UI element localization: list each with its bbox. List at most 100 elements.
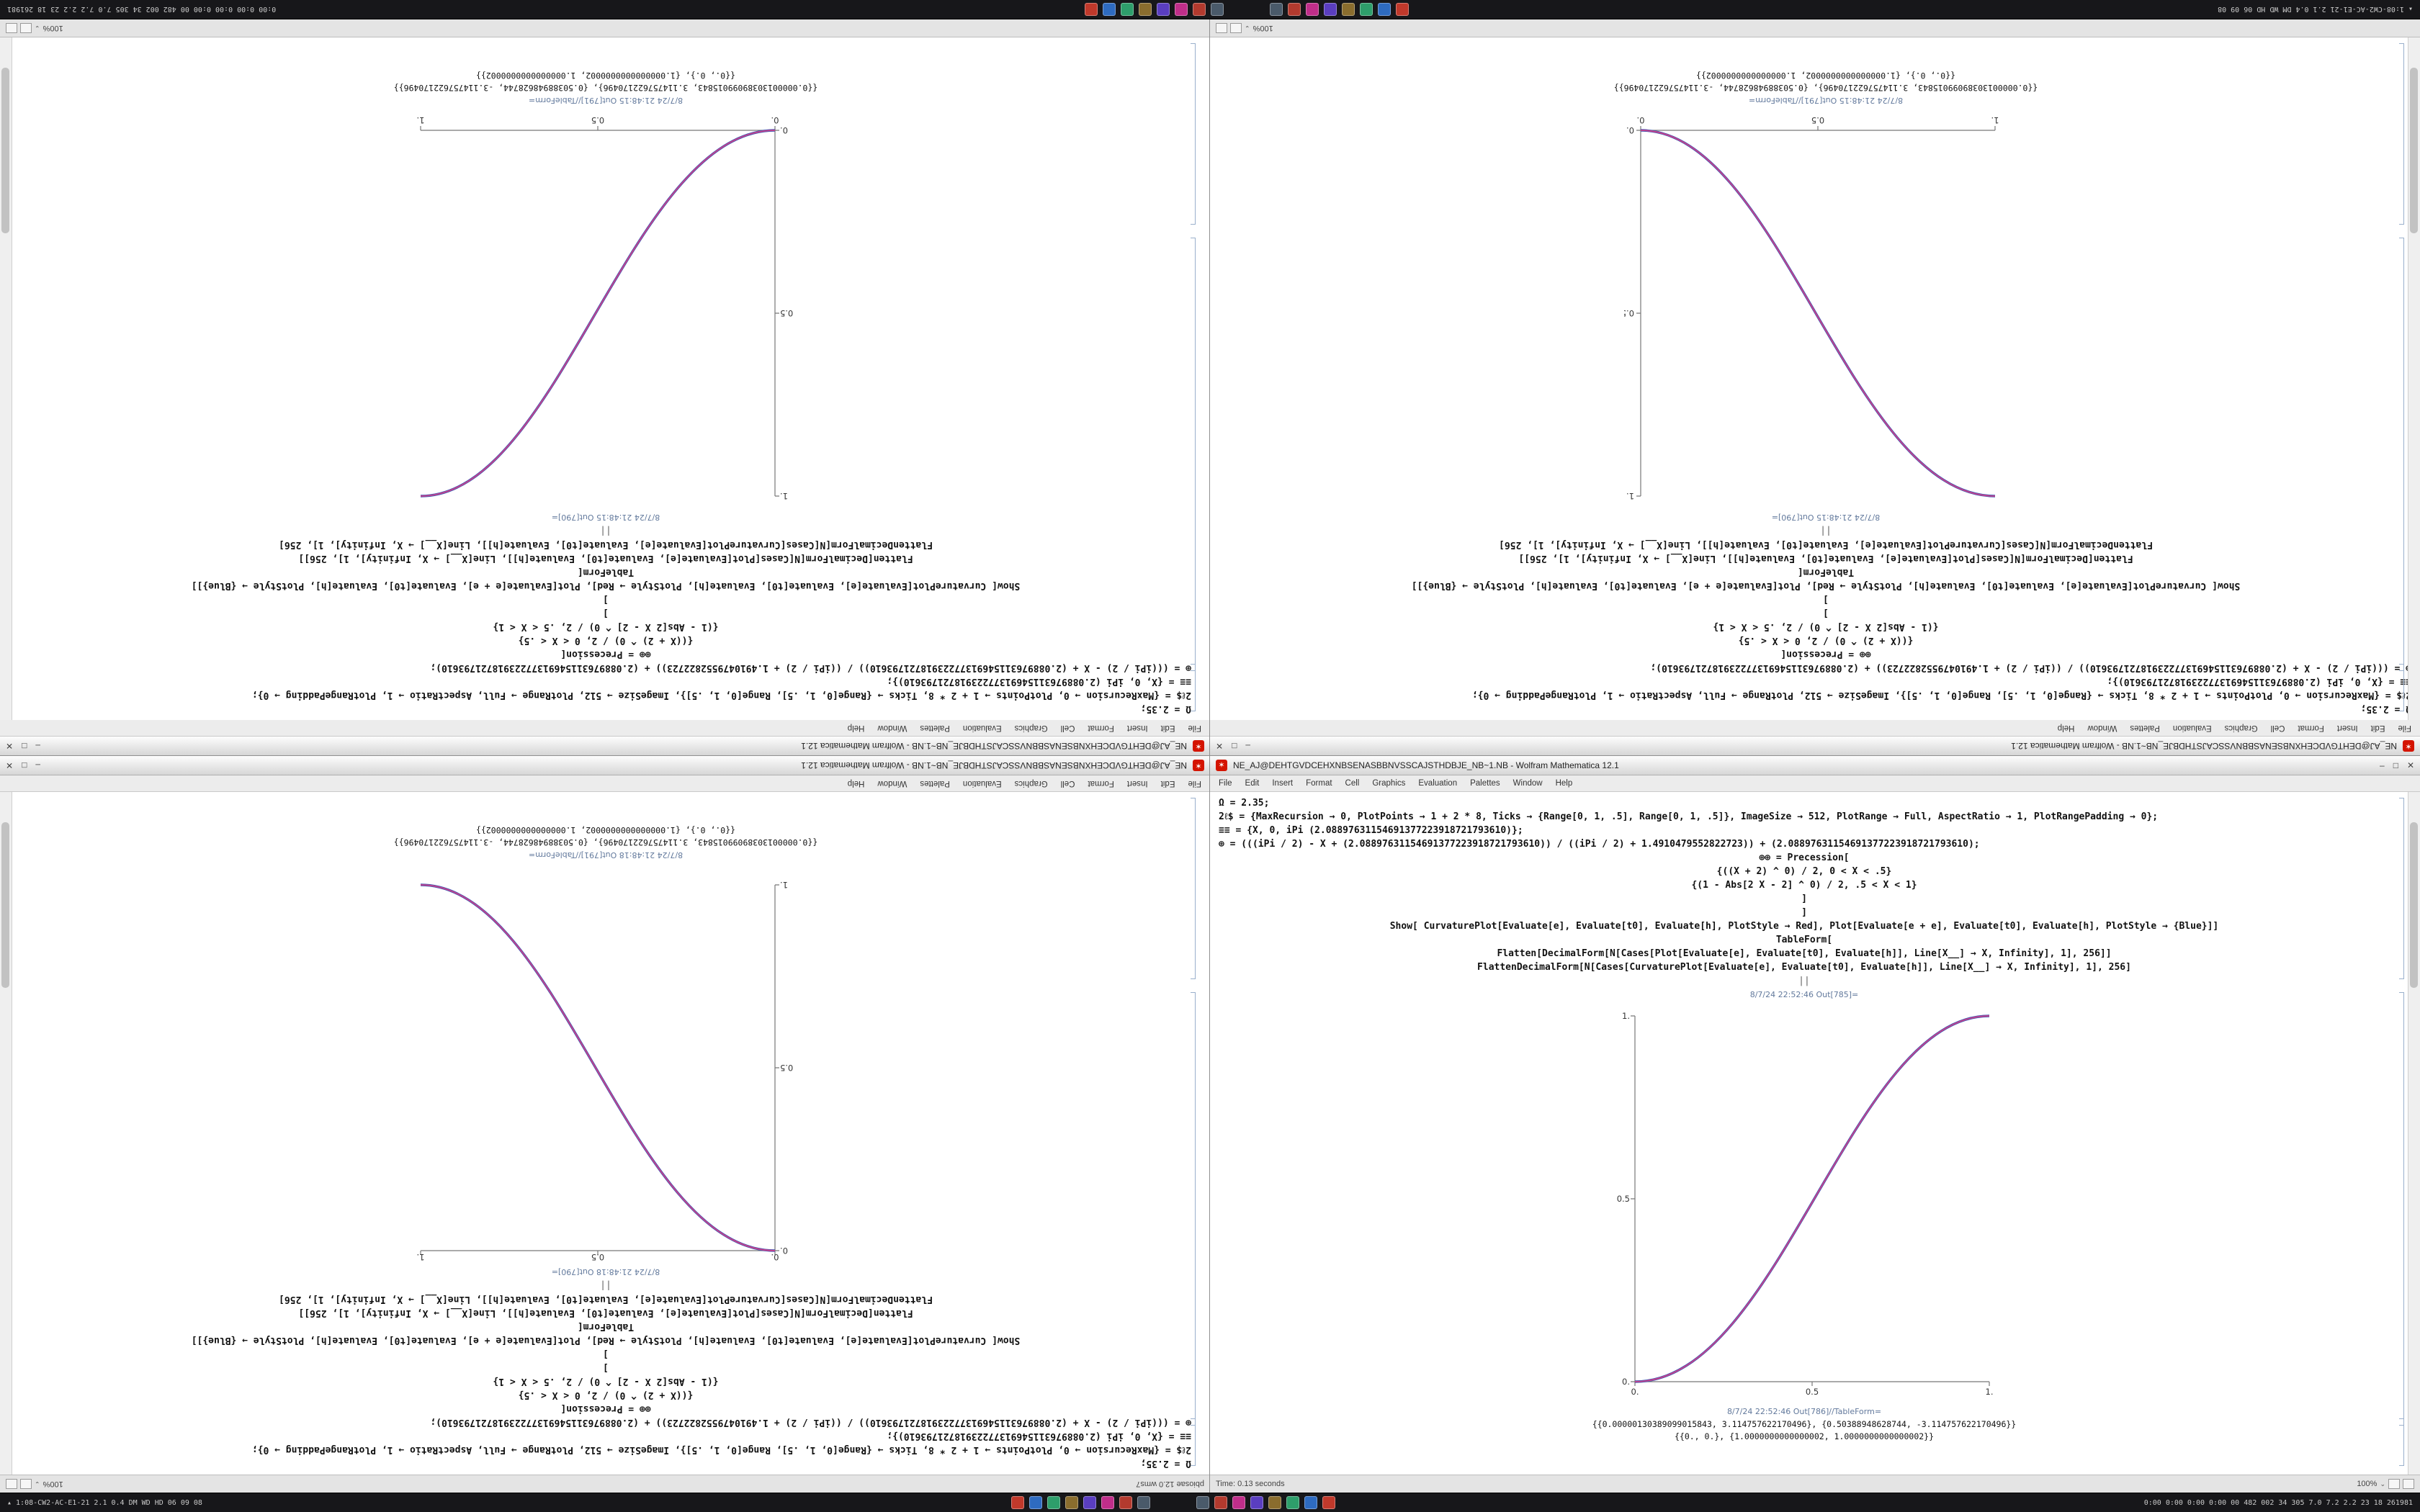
minimize-button[interactable]: –	[35, 760, 40, 770]
menu-item[interactable]: Window	[1512, 779, 1543, 788]
cell-bracket[interactable]	[1191, 992, 1196, 1426]
input-cell-line[interactable]: Flatten[DecimalForm[N[Cases[Plot[Evaluat…	[298, 553, 913, 564]
close-button[interactable]: ✕	[1216, 741, 1224, 751]
cell-bracket[interactable]	[1191, 43, 1196, 225]
taskbar-app-icon[interactable]	[1083, 1496, 1096, 1509]
input-cell-line[interactable]: Show[ CurvaturePlot[Evaluate[e], Evaluat…	[191, 1335, 1021, 1346]
input-cell-line[interactable]: Flatten[DecimalForm[N[Cases[Plot[Evaluat…	[298, 1308, 913, 1318]
input-cell-line[interactable]: ⊕ = (((iPi / 2) - X + (2.088976311546913…	[1650, 662, 2411, 673]
input-cell-line[interactable]: Ω = 2.35;	[1140, 703, 1191, 714]
close-button[interactable]: ✕	[6, 760, 14, 770]
titlebar[interactable]: ✶ NE_AJ@DEHTGVDCEHXNBSENASBBNVSSCAJSTHDB…	[1210, 737, 2420, 756]
menu-item[interactable]: Insert	[2336, 724, 2358, 732]
menu-item[interactable]: Edit	[1160, 724, 1175, 732]
input-cell-line[interactable]: ]	[1801, 894, 1807, 904]
input-cell-line[interactable]: Ω = 2.35;	[1140, 1458, 1191, 1469]
menu-item[interactable]: Evaluation	[2172, 724, 2212, 732]
menu-item[interactable]: Insert	[1126, 779, 1148, 788]
scrollbar-thumb[interactable]	[1, 68, 9, 233]
cell-bracket[interactable]	[1191, 238, 1196, 671]
input-cell-line[interactable]: Flatten[DecimalForm[N[Cases[Plot[Evaluat…	[1497, 948, 2112, 959]
taskbar-app-icon[interactable]	[1047, 1496, 1060, 1509]
cell-bracket[interactable]	[2399, 798, 2404, 979]
cell-bracket[interactable]	[1191, 664, 1196, 711]
input-cell-line[interactable]: 2ℓ$ = {MaxRecursion → 0, PlotPoints → 1 …	[251, 690, 1191, 701]
titlebar[interactable]: ✶ NE_AJ@DEHTGVDCEHXNBSENASBBNVSSCAJSTHDB…	[0, 756, 1210, 775]
zoom-control[interactable]: 100% ⌄	[1216, 23, 1273, 33]
input-cell-line[interactable]: 2ℓ$ = {MaxRecursion → 0, PlotPoints → 1 …	[1219, 811, 2159, 822]
menu-item[interactable]: Edit	[1160, 779, 1175, 788]
input-cell-line[interactable]: ⊕⊕ = Precession[	[560, 1403, 651, 1414]
taskbar-app-icon[interactable]	[1193, 3, 1206, 16]
menu-item[interactable]: Format	[1306, 779, 1332, 788]
menu-item[interactable]: Format	[2298, 724, 2324, 732]
minimize-button[interactable]: –	[35, 741, 40, 751]
menu-item[interactable]: Help	[1555, 779, 1573, 788]
menu-item[interactable]: Help	[847, 724, 865, 732]
input-cell-line[interactable]: {((X + 2) ^ 0) / 2, 0 < X < .5}	[518, 1390, 694, 1400]
cell-bracket[interactable]	[1191, 798, 1196, 979]
input-cell-line[interactable]: ≡≡ = {X, 0, iPi (2.088976311546913772239…	[1219, 825, 1523, 836]
input-cell-line[interactable]: ]	[603, 608, 609, 618]
input-cell-line[interactable]: Show[ CurvaturePlot[Evaluate[e], Evaluat…	[1411, 580, 2241, 591]
input-cell-line[interactable]: Ω = 2.35;	[2360, 703, 2411, 714]
menu-item[interactable]: Evaluation	[962, 724, 1002, 732]
input-cell-line[interactable]: FlattenDecimalForm[N[Cases[CurvaturePlot…	[1499, 539, 2153, 550]
cell-bracket[interactable]	[2399, 238, 2404, 671]
taskbar-app-icon[interactable]	[1360, 3, 1373, 16]
input-cell-line[interactable]: {(1 - Abs[2 X - 2] ^ 0) / 2, .5 < X < 1}	[1713, 621, 1939, 632]
input-cell-line[interactable]: {((X + 2) ^ 0) / 2, 0 < X < .5}	[518, 635, 694, 646]
input-cell-line[interactable]: ≡≡ = {X, 0, iPi (2.088976311546913772239…	[887, 1431, 1191, 1441]
input-cell-line[interactable]: ≡≡ = {X, 0, iPi (2.088976311546913772239…	[2107, 676, 2411, 687]
input-cell-line[interactable]: ⊕ = (((iPi / 2) - X + (2.088976311546913…	[1219, 839, 1980, 850]
input-cell-line[interactable]: Show[ CurvaturePlot[Evaluate[e], Evaluat…	[191, 580, 1021, 591]
input-cell-line[interactable]: Show[ CurvaturePlot[Evaluate[e], Evaluat…	[1389, 921, 2219, 932]
input-cell-line[interactable]: TableForm[	[1775, 935, 1833, 945]
cell-bracket[interactable]	[2399, 43, 2404, 225]
taskbar-app-icon[interactable]	[1378, 3, 1392, 16]
scrollbar-thumb[interactable]	[2410, 822, 2418, 988]
taskbar-app-icon[interactable]	[1304, 1496, 1317, 1509]
menu-item[interactable]: Palettes	[920, 724, 950, 732]
menu-item[interactable]: Palettes	[1470, 779, 1500, 788]
taskbar-app-icon[interactable]	[1214, 1496, 1227, 1509]
taskbar-app-icon[interactable]	[1232, 1496, 1245, 1509]
close-button[interactable]: ✕	[2406, 760, 2414, 770]
input-cell-line[interactable]: ⊕ = (((iPi / 2) - X + (2.088976311546913…	[430, 1417, 1191, 1428]
menu-item[interactable]: Cell	[1060, 724, 1075, 732]
vertical-scrollbar[interactable]	[0, 792, 12, 1475]
taskbar-app-icon[interactable]	[1342, 3, 1355, 16]
maximize-button[interactable]: □	[22, 741, 27, 751]
cell-divider[interactable]: ||	[600, 1280, 611, 1291]
menu-item[interactable]: Evaluation	[962, 779, 1002, 788]
input-cell-line[interactable]: ]	[1823, 594, 1829, 605]
titlebar[interactable]: ✶ NE_AJ@DEHTGVDCEHXNBSENASBBNVSSCAJSTHDB…	[1210, 756, 2420, 775]
input-cell-line[interactable]: 2ℓ$ = {MaxRecursion → 0, PlotPoints → 1 …	[1471, 690, 2411, 701]
menu-item[interactable]: Window	[877, 779, 908, 788]
taskbar-app-icon[interactable]	[1175, 3, 1188, 16]
taskbar-app-icon[interactable]	[1270, 3, 1283, 16]
scrollbar-thumb[interactable]	[2410, 68, 2418, 233]
menu-item[interactable]: Graphics	[1014, 779, 1048, 788]
menu-item[interactable]: File	[1188, 779, 1201, 788]
menu-item[interactable]: File	[1188, 724, 1201, 732]
menu-item[interactable]: Graphics	[1014, 724, 1048, 732]
input-cell-line[interactable]: ⊕⊕ = Precession[	[1780, 649, 1871, 660]
vertical-scrollbar[interactable]	[2408, 792, 2420, 1475]
input-cell-line[interactable]: FlattenDecimalForm[N[Cases[CurvaturePlot…	[279, 539, 933, 550]
menu-item[interactable]: Palettes	[920, 779, 950, 788]
menu-item[interactable]: Edit	[1245, 779, 1260, 788]
input-cell-line[interactable]: ≡≡ = {X, 0, iPi (2.088976311546913772239…	[887, 676, 1191, 687]
minimize-button[interactable]: –	[2380, 760, 2385, 770]
input-cell-line[interactable]: FlattenDecimalForm[N[Cases[CurvaturePlot…	[1477, 962, 2131, 973]
taskbar-app-icon[interactable]	[1103, 3, 1116, 16]
input-cell-line[interactable]: TableForm[	[577, 567, 635, 577]
input-cell-line[interactable]: ⊕ = (((iPi / 2) - X + (2.088976311546913…	[430, 662, 1191, 673]
menu-item[interactable]: File	[2398, 724, 2411, 732]
titlebar[interactable]: ✶ NE_AJ@DEHTGVDCEHXNBSENASBBNVSSCAJSTHDB…	[0, 737, 1210, 756]
taskbar-app-icon[interactable]	[1322, 1496, 1335, 1509]
menu-item[interactable]: Edit	[2370, 724, 2385, 732]
taskbar-app-icon[interactable]	[1065, 1496, 1078, 1509]
minimize-button[interactable]: –	[1245, 741, 1250, 751]
cell-bracket[interactable]	[2399, 992, 2404, 1426]
